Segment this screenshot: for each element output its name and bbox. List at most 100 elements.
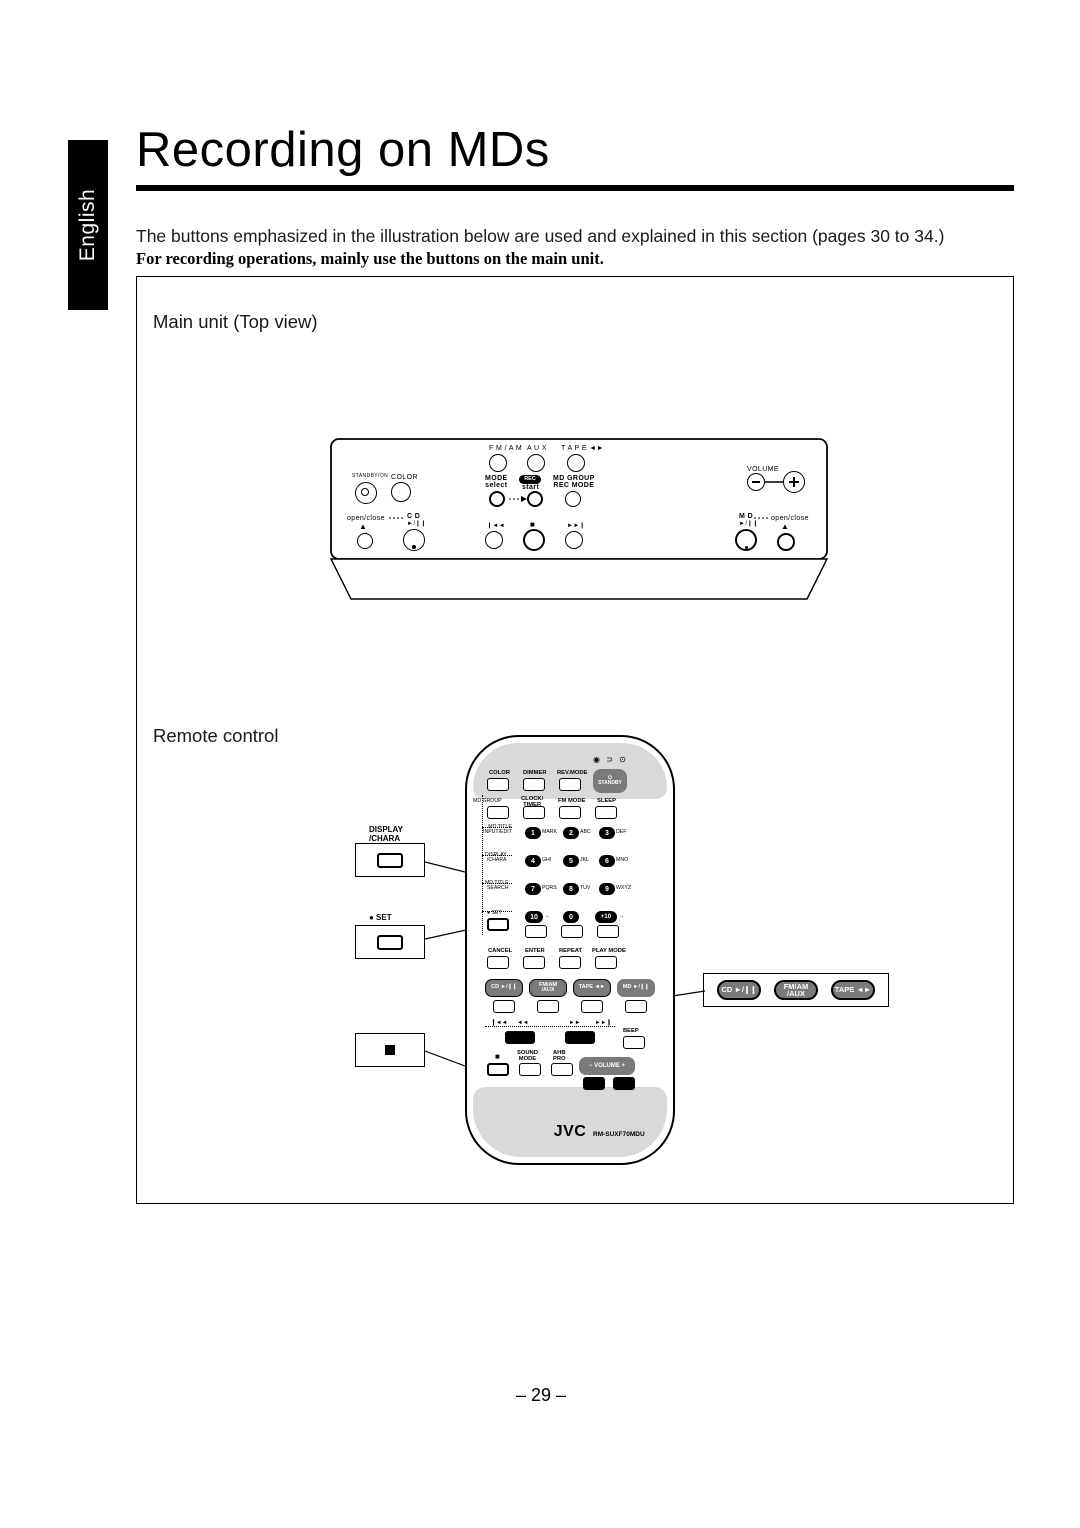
eject-icon-r: ▲ (781, 523, 789, 531)
lbl-aux: A U X (527, 445, 547, 452)
lbl-fm-am: F M / A M (489, 445, 522, 452)
btn-revmode (559, 778, 581, 791)
illustration-box: Main unit (Top view) Remote control F M … (136, 276, 1014, 1204)
btn-md-play (735, 529, 757, 551)
key-4s: GHI (542, 858, 551, 863)
key-8: 8 (563, 883, 579, 895)
btn-mode-select (489, 491, 505, 507)
key-7: 7 (525, 883, 541, 895)
pill-fmam: FM/AM /AUX (529, 979, 567, 997)
btn-prev (485, 531, 503, 549)
callout-sources: CD ►/❙❙ FM/AM /AUX TAPE ◄► (703, 973, 889, 1007)
key-9: 9 (599, 883, 615, 895)
key-6s: MNO (616, 858, 628, 863)
btn-src-tape (581, 1000, 603, 1013)
btn-playmode (595, 956, 617, 969)
btn-cd-play (403, 529, 425, 551)
btn-10p (597, 925, 619, 938)
pill-md: MD ►/❙❙ (617, 979, 655, 997)
model-number: RM-SUXF70MDU (593, 1131, 645, 1138)
callout-display-label: DISPLAY /CHARA (369, 825, 403, 843)
btn-src-fmam (537, 1000, 559, 1013)
key-2: 2 (563, 827, 579, 839)
lbl-dimmer: DIMMER (523, 771, 547, 777)
lbl-row3-side: MD TITLE INPUT/EDIT (483, 825, 512, 836)
key-8s: TUV (580, 886, 590, 891)
lbl-ahb: AHB PRO (553, 1051, 566, 1063)
btn-next (565, 531, 583, 549)
btn-repeat (559, 956, 581, 969)
lbl-cancel: CANCEL (488, 949, 512, 955)
pill-tape: TAPE ◄► (573, 979, 611, 997)
callout-set-btn (377, 935, 403, 950)
cd-mini-icons: ◉ ⊃ ⊙ (593, 755, 628, 764)
lbl-opencloseR: open/close (771, 515, 809, 522)
btn-standby (355, 482, 377, 504)
pill-cd: CD ►/❙❙ (485, 979, 523, 997)
lbl-revmode: REV.MODE (557, 771, 587, 777)
lbl-color: COLOR (391, 474, 418, 481)
lbl-row5-side: MD TITLE SEARCH (485, 881, 509, 892)
btn-src-cd (493, 1000, 515, 1013)
callout-stop-icon (385, 1045, 395, 1055)
main-unit-illustration: F M / A M A U X T A P E ◄► STANDBY/ON CO… (329, 399, 829, 609)
key-3: 3 (599, 827, 615, 839)
key-3s: DEF (616, 830, 626, 835)
lbl-stop-r: ■ (495, 1053, 500, 1061)
btn-vol-plus (783, 471, 805, 493)
btn-seek-l (505, 1031, 535, 1044)
lbl-mdgroup: MD GROUP REC MODE (553, 475, 595, 490)
lbl-playmode: PLAY MODE (592, 949, 626, 955)
eject-icon-l: ▲ (359, 523, 367, 531)
key-2s: ABC (580, 830, 591, 835)
lbl-row6-side: ● SET (487, 911, 502, 916)
btn-standby-r: ⏻STANDBY (593, 769, 627, 793)
lbl-repeat: REPEAT (559, 949, 582, 955)
lbl-mdgroup-r: MD GROUP (473, 799, 502, 804)
key-7s: PQRS (542, 886, 557, 891)
btn-seek-r (565, 1031, 595, 1044)
btn-cancel (487, 956, 509, 969)
btn-ahb (551, 1063, 573, 1076)
btn-fm-am (489, 454, 507, 472)
btn-stop (523, 529, 545, 551)
lbl-beep: BEEP (623, 1029, 639, 1035)
main-unit-heading: Main unit (Top view) (153, 311, 318, 333)
page-title: Recording on MDs (136, 122, 550, 178)
btn-set (487, 918, 509, 931)
remote-body: ◉ ⊃ ⊙ COLOR DIMMER REV.MODE ⏻STANDBY MD … (465, 735, 675, 1165)
page-root: English Recording on MDs The buttons emp… (68, 60, 1014, 1460)
lbl-color-r: COLOR (489, 771, 510, 777)
lbl-fmmode: FM MODE (558, 799, 585, 805)
btn-tape (567, 454, 585, 472)
btn-vol-minus (747, 473, 765, 491)
callout-src-fmam: FM/AM /AUX (774, 980, 818, 1000)
lbl-sleep: SLEEP (597, 799, 616, 805)
lbl-enter: ENTER (525, 949, 545, 955)
callout-src-cd: CD ►/❙❙ (717, 980, 761, 1000)
pill-volume: − VOLUME + (579, 1057, 635, 1075)
btn-enter (523, 956, 545, 969)
btn-src-md (625, 1000, 647, 1013)
language-tab: English (68, 140, 108, 310)
key-5: 5 (563, 855, 579, 867)
key-6: 6 (599, 855, 615, 867)
lbl-tape: T A P E ◄► (561, 445, 604, 452)
lbl-prev: ❙◄◄ (487, 523, 505, 529)
callout-src-tape: TAPE ◄► (831, 980, 875, 1000)
btn-color (391, 482, 411, 502)
btn-mdgroup (565, 491, 581, 507)
intro-line-2: For recording operations, mainly use the… (136, 249, 604, 269)
lbl-md-play: ►/❙❙ (739, 521, 758, 527)
key-1: 1 (525, 827, 541, 839)
key-10p: +10 (595, 911, 617, 923)
key-4: 4 (525, 855, 541, 867)
btn-eject-l (357, 533, 373, 549)
btn-sound (519, 1063, 541, 1076)
btn-sleep (595, 806, 617, 819)
callout-display (355, 843, 425, 877)
btn-eject-r (777, 533, 795, 551)
lbl-mode-select: MODE select (485, 475, 508, 490)
key-10l: ← (545, 914, 550, 919)
lbl-seek-r1: ►► (569, 1021, 580, 1027)
